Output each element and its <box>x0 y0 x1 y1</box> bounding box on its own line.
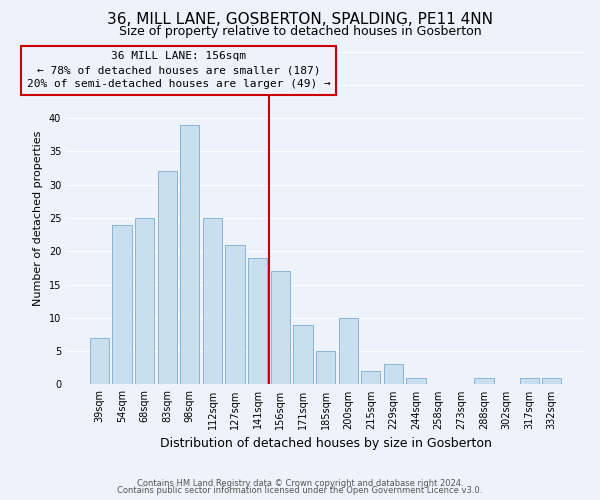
Bar <box>293 324 313 384</box>
Text: 36 MILL LANE: 156sqm
← 78% of detached houses are smaller (187)
20% of semi-deta: 36 MILL LANE: 156sqm ← 78% of detached h… <box>26 51 331 89</box>
Bar <box>338 318 358 384</box>
Bar <box>271 271 290 384</box>
Bar <box>361 371 380 384</box>
Bar <box>316 351 335 384</box>
Text: 36, MILL LANE, GOSBERTON, SPALDING, PE11 4NN: 36, MILL LANE, GOSBERTON, SPALDING, PE11… <box>107 12 493 28</box>
Bar <box>406 378 425 384</box>
Y-axis label: Number of detached properties: Number of detached properties <box>33 130 43 306</box>
X-axis label: Distribution of detached houses by size in Gosberton: Distribution of detached houses by size … <box>160 437 491 450</box>
Bar <box>180 124 199 384</box>
Bar <box>248 258 268 384</box>
Text: Contains public sector information licensed under the Open Government Licence v3: Contains public sector information licen… <box>118 486 482 495</box>
Bar <box>158 172 177 384</box>
Bar <box>542 378 562 384</box>
Bar <box>520 378 539 384</box>
Bar <box>112 224 131 384</box>
Bar <box>90 338 109 384</box>
Bar <box>475 378 494 384</box>
Bar <box>384 364 403 384</box>
Text: Size of property relative to detached houses in Gosberton: Size of property relative to detached ho… <box>119 25 481 38</box>
Text: Contains HM Land Registry data © Crown copyright and database right 2024.: Contains HM Land Registry data © Crown c… <box>137 478 463 488</box>
Bar <box>135 218 154 384</box>
Bar <box>203 218 222 384</box>
Bar <box>226 244 245 384</box>
